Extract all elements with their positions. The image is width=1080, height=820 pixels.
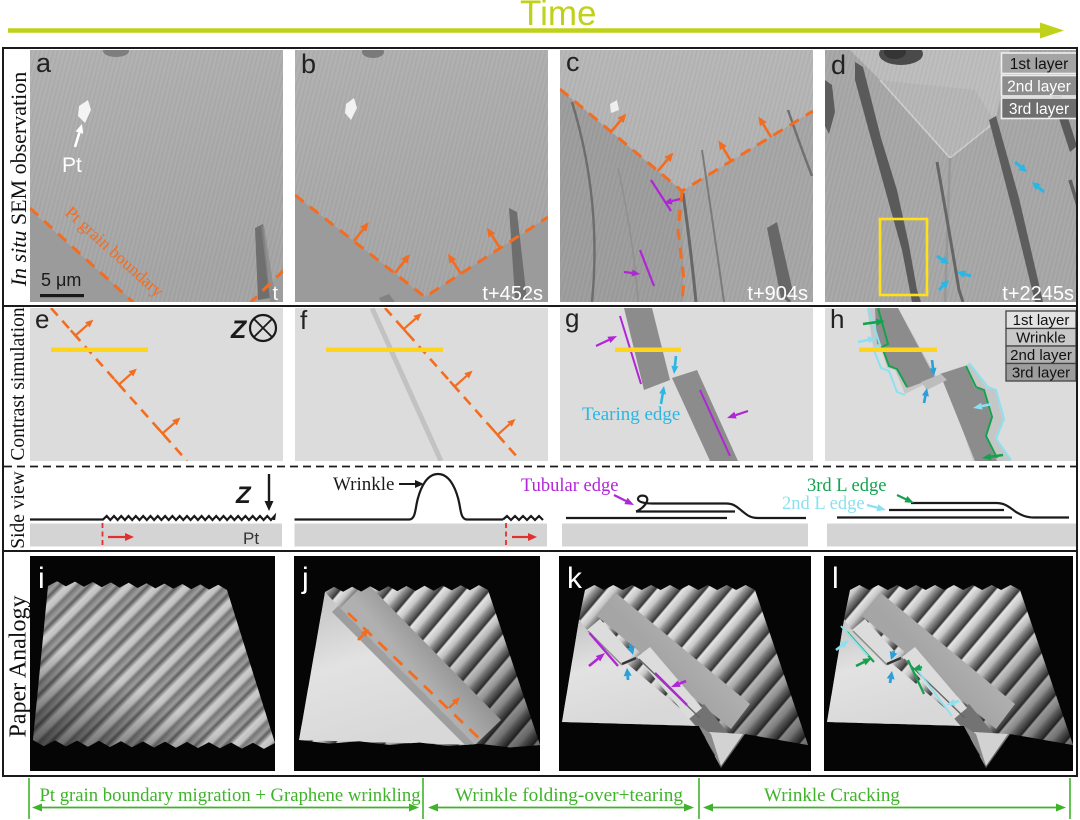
svg-text:Tearing edge: Tearing edge [582, 404, 680, 425]
svg-text:l: l [832, 562, 839, 595]
svg-text:1st layer: 1st layer [1012, 312, 1069, 329]
svg-text:g: g [565, 308, 579, 333]
svg-text:3rd layer: 3rd layer [1011, 365, 1069, 382]
svg-text:2nd L edge: 2nd L edge [782, 494, 865, 514]
svg-text:c: c [566, 50, 580, 77]
svg-text:Wrinkle: Wrinkle [333, 474, 395, 495]
svg-text:i: i [38, 562, 45, 595]
svg-text:t: t [272, 283, 278, 302]
svg-text:5 μm: 5 μm [41, 270, 81, 290]
svg-text:e: e [35, 308, 49, 334]
svg-text:b: b [301, 50, 316, 79]
svg-text:1st layer: 1st layer [1009, 56, 1068, 73]
svg-text:h: h [830, 308, 844, 334]
svg-text:j: j [301, 562, 309, 595]
svg-text:f: f [300, 308, 308, 335]
svg-text:Z: Z [235, 482, 252, 509]
svg-text:Wrinkle folding-over+tearing: Wrinkle folding-over+tearing [455, 785, 683, 806]
svg-text:d: d [831, 50, 846, 80]
svg-text:Z: Z [230, 316, 248, 344]
svg-text:t+2245s: t+2245s [1002, 283, 1074, 302]
svg-text:Pt grain boundary migration +: Pt grain boundary migration + Graphene w… [39, 785, 420, 806]
svg-text:2nd layer: 2nd layer [1010, 347, 1072, 364]
svg-text:t+904s: t+904s [747, 283, 808, 302]
svg-text:t+452s: t+452s [482, 283, 543, 302]
svg-text:Pt: Pt [243, 529, 259, 548]
svg-text:Pt: Pt [62, 154, 82, 177]
svg-text:a: a [36, 50, 52, 78]
svg-text:3rd layer: 3rd layer [1008, 101, 1068, 118]
svg-text:k: k [567, 562, 583, 595]
svg-text:Wrinkle Cracking: Wrinkle Cracking [764, 785, 900, 806]
svg-text:2nd layer: 2nd layer [1007, 79, 1071, 96]
svg-text:3rd L edge: 3rd L edge [807, 476, 886, 496]
svg-text:Wrinkle: Wrinkle [1016, 330, 1066, 347]
svg-text:Tubular edge: Tubular edge [521, 476, 618, 496]
